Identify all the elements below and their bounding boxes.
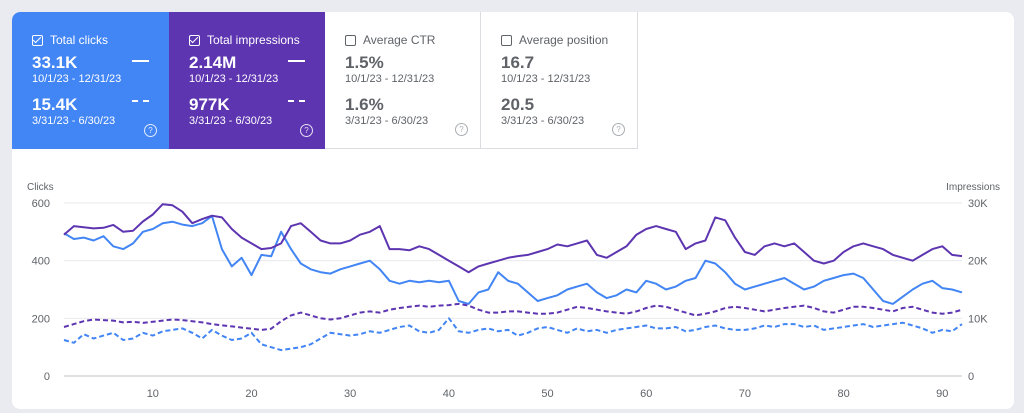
series-line-impressions-previous (63, 302, 963, 331)
metric-date-range-current: 10/1/23 - 12/31/23 (32, 73, 122, 85)
metric-date-range-current: 10/1/23 - 12/31/23 (345, 73, 435, 85)
y-left-tick-label: 400 (32, 256, 50, 268)
x-tick-label: 80 (837, 388, 849, 400)
checkbox-checked-icon[interactable] (189, 34, 200, 46)
help-icon[interactable]: ? (612, 123, 625, 136)
help-icon[interactable]: ? (300, 124, 313, 137)
metric-label: Total clicks (50, 33, 109, 47)
metric-card-average-position[interactable]: Average position 16.7 10/1/23 - 12/31/23… (481, 12, 638, 149)
x-tick-label: 90 (936, 388, 948, 400)
y-right-tick-label: 0 (968, 371, 974, 383)
help-icon[interactable]: ? (144, 124, 157, 137)
metric-card-total-impressions[interactable]: Total impressions 2.14M 10/1/23 - 12/31/… (169, 12, 325, 149)
metric-header: Total impressions (189, 32, 325, 48)
dashed-line-legend-icon (132, 100, 149, 102)
metric-date-range-current: 10/1/23 - 12/31/23 (189, 73, 279, 85)
metric-date-range-previous: 3/31/23 - 6/30/23 (189, 115, 273, 127)
x-tick-label: 10 (147, 388, 159, 400)
metric-date-range-current: 10/1/23 - 12/31/23 (501, 73, 591, 85)
x-tick-label: 60 (640, 388, 652, 400)
dashed-line-legend-icon (288, 100, 305, 102)
metric-header: Average CTR (345, 32, 480, 48)
metric-value-current: 16.7 (501, 53, 535, 72)
checkbox-unchecked-icon[interactable] (501, 34, 512, 46)
metric-value-previous: 15.4K (32, 95, 78, 114)
x-tick-label: 50 (541, 388, 553, 400)
metric-header: Average position (501, 32, 637, 48)
metric-value-current: 1.5% (345, 53, 384, 72)
metric-value-previous: 20.5 (501, 95, 535, 114)
y-right-tick-label: 30K (968, 198, 988, 210)
checkbox-checked-icon[interactable] (32, 34, 43, 46)
y-right-tick-label: 10K (968, 313, 988, 325)
metric-value-previous: 977K (189, 95, 230, 114)
right-axis-title: Impressions (946, 182, 1000, 193)
x-tick-label: 30 (344, 388, 356, 400)
series-line-impressions-current (63, 203, 963, 274)
metric-label: Average CTR (363, 33, 436, 47)
y-left-tick-label: 0 (44, 371, 50, 383)
metric-card-average-ctr[interactable]: Average CTR 1.5% 10/1/23 - 12/31/23 1.6%… (325, 12, 481, 149)
left-axis-title: Clicks (27, 182, 54, 193)
metric-card-total-clicks[interactable]: Total clicks 33.1K 10/1/23 - 12/31/23 15… (12, 12, 169, 149)
performance-chart[interactable]: Clicks Impressions 0 0 200 10K 400 20K 600 30K 1… (12, 149, 1014, 409)
help-icon[interactable]: ? (455, 123, 468, 136)
metric-label: Average position (519, 33, 609, 47)
y-left-tick-label: 200 (32, 313, 50, 325)
checkbox-unchecked-icon[interactable] (345, 34, 356, 46)
x-tick-label: 20 (245, 388, 257, 400)
y-left-tick-label: 600 (32, 198, 50, 210)
x-tick-label: 40 (443, 388, 455, 400)
metric-value-current: 33.1K (32, 53, 78, 72)
solid-line-legend-icon (288, 60, 305, 62)
metric-header: Total clicks (32, 32, 169, 48)
metric-value-previous: 1.6% (345, 95, 384, 114)
performance-card: Total clicks 33.1K 10/1/23 - 12/31/23 15… (12, 12, 1014, 409)
solid-line-legend-icon (132, 60, 149, 62)
metric-date-range-previous: 3/31/23 - 6/30/23 (345, 115, 429, 127)
metric-value-current: 2.14M (189, 53, 237, 72)
y-right-tick-label: 20K (968, 256, 988, 268)
x-tick-label: 70 (739, 388, 751, 400)
chart-canvas: 0 0 200 10K 400 20K 600 30K 10 20 30 40 50 60 70 80 90 (32, 198, 989, 400)
metric-date-range-previous: 3/31/23 - 6/30/23 (501, 115, 585, 127)
series-line-clicks-previous (63, 317, 963, 352)
metric-label: Total impressions (207, 33, 300, 47)
series-line-clicks-current (63, 215, 963, 305)
metric-date-range-previous: 3/31/23 - 6/30/23 (32, 115, 116, 127)
